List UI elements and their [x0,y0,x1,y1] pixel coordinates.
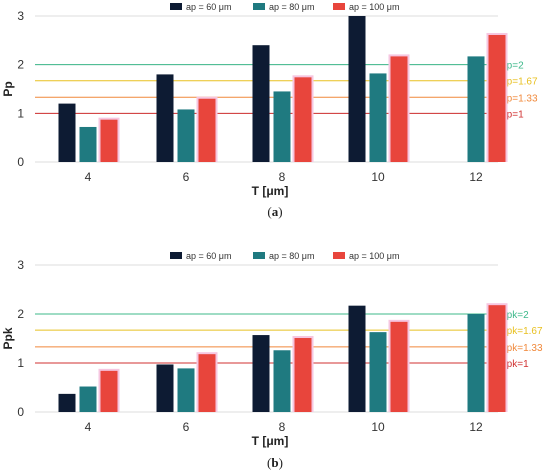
bar [369,332,387,412]
legend-swatch [253,252,265,259]
bar [273,91,291,162]
bar [58,393,76,412]
bar [369,73,387,162]
x-tick-label: 8 [279,170,286,184]
reference-line-label: Ppk=1.33 [500,343,543,354]
bar [79,126,97,162]
x-tick-label: 10 [371,420,385,434]
x-tick-label: 4 [85,170,92,184]
y-tick-label: 3 [17,9,24,23]
bar [198,354,216,412]
x-axis-title: T [μm] [252,184,289,198]
y-tick-label: 2 [17,307,24,321]
legend-entry: ap = 60 μm [186,2,231,12]
bar [156,364,174,412]
reference-line-label: Pp=1 [500,109,524,120]
legend-entry: ap = 80 μm [269,2,314,12]
y-tick-label: 0 [17,405,24,419]
bar [467,56,485,162]
legend-swatch [333,3,345,10]
bar [390,321,408,412]
bar [100,370,118,412]
reference-line-label: Pp=1.67 [500,77,538,88]
bar [294,77,312,162]
bar [390,56,408,162]
reference-line-label: Ppk=1 [500,359,529,370]
x-tick-label: 6 [183,420,190,434]
bar [177,109,195,162]
bar [198,98,216,162]
bar [348,16,366,162]
y-tick-label: 0 [17,155,24,169]
bar [273,350,291,412]
x-tick-label: 12 [469,170,483,184]
reference-line-label: Pp=1.33 [500,93,538,104]
y-tick-label: 2 [17,58,24,72]
bar [348,305,366,412]
legend-swatch [170,252,182,259]
y-tick-label: 3 [17,258,24,272]
bar [100,119,118,162]
bar [252,45,270,163]
bar [79,386,97,412]
x-tick-label: 4 [85,420,92,434]
bar [156,74,174,162]
y-axis-title: Ppk [1,327,15,349]
legend-swatch [333,252,345,259]
bar [252,335,270,412]
y-tick-label: 1 [17,106,24,120]
x-axis-title: T [μm] [252,434,289,448]
legend-entry: ap = 100 μm [349,2,399,12]
legend-entry: ap = 80 μm [269,251,314,261]
bar [467,314,485,412]
x-tick-label: 12 [469,420,483,434]
legend-swatch [170,3,182,10]
bar [58,103,76,162]
panel-label: (b) [267,455,283,470]
y-axis-title: Pp [1,81,15,96]
reference-line-label: Ppk=2 [500,310,529,321]
x-tick-label: 8 [279,420,286,434]
legend-entry: ap = 100 μm [349,251,399,261]
legend-entry: ap = 60 μm [186,251,231,261]
x-tick-label: 10 [371,170,385,184]
reference-line-label: Pp=2 [500,61,524,72]
bar [294,338,312,412]
bar [177,368,195,412]
y-tick-label: 1 [17,356,24,370]
panel-label: (a) [267,204,282,219]
x-tick-label: 6 [183,170,190,184]
bar [488,305,506,412]
reference-line-label: Ppk=1.67 [500,326,543,337]
legend-swatch [253,3,265,10]
bar [488,34,506,163]
